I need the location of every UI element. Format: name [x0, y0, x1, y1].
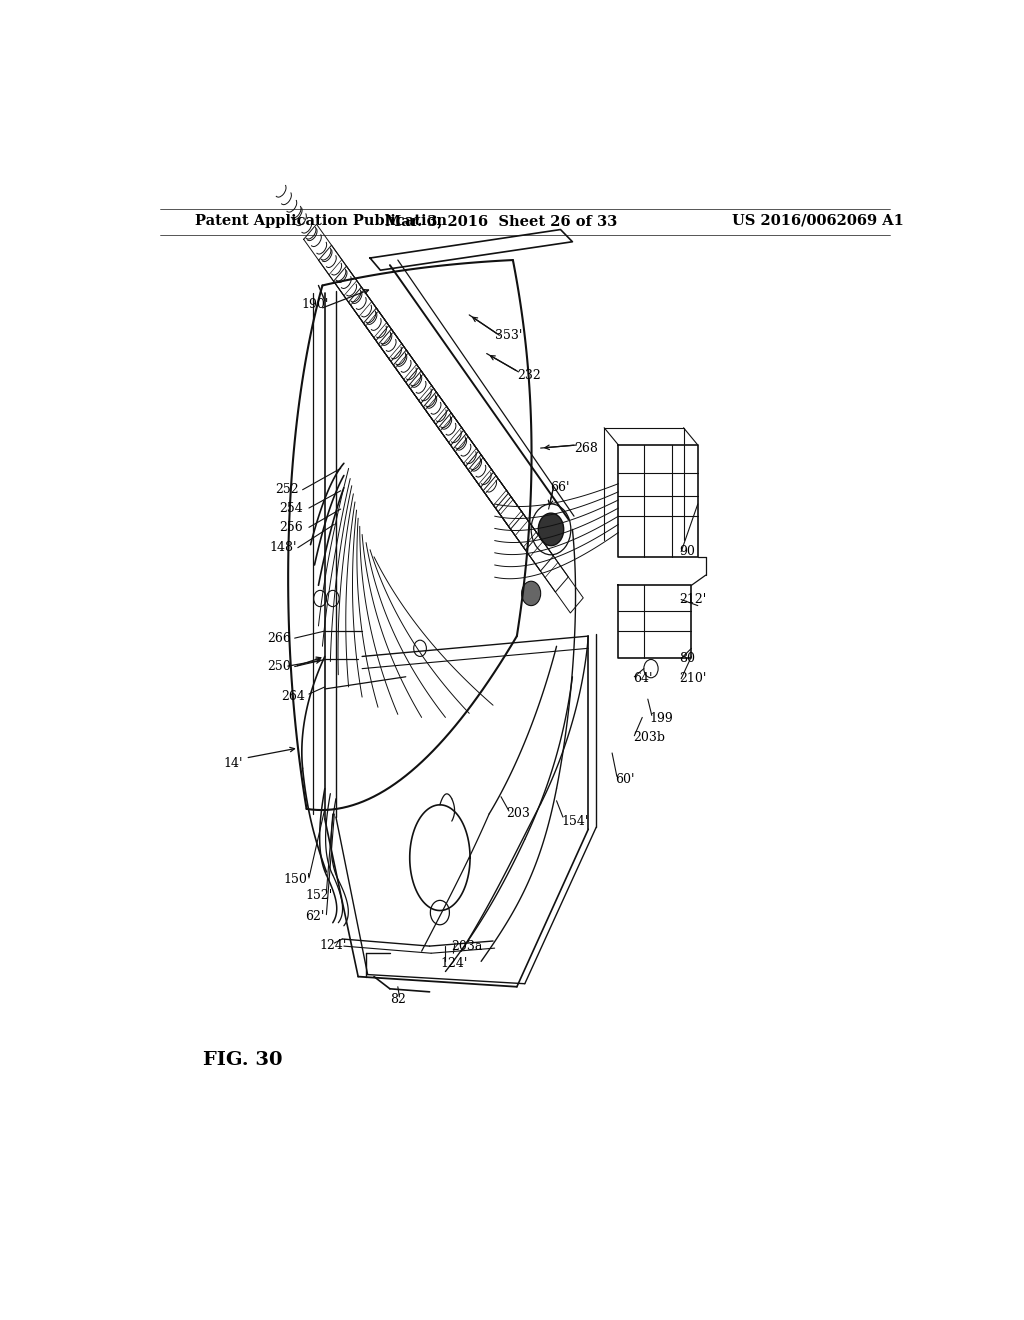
Text: FIG. 30: FIG. 30 [204, 1051, 283, 1069]
Text: 232: 232 [517, 370, 541, 383]
Text: 268: 268 [574, 442, 598, 454]
Text: 203: 203 [506, 808, 529, 821]
Text: 252: 252 [274, 483, 298, 496]
Text: 62': 62' [305, 909, 325, 923]
Text: 90: 90 [680, 545, 695, 558]
Text: 154': 154' [561, 814, 589, 828]
Text: US 2016/0062069 A1: US 2016/0062069 A1 [732, 214, 904, 228]
Circle shape [539, 513, 563, 545]
Text: 256: 256 [280, 521, 303, 533]
Text: 150': 150' [284, 873, 311, 886]
Text: 210': 210' [680, 672, 707, 685]
Text: 64': 64' [633, 672, 652, 685]
Text: 190': 190' [301, 298, 329, 312]
Text: 80: 80 [680, 652, 695, 665]
Text: 266: 266 [267, 632, 291, 644]
Text: 152': 152' [306, 888, 333, 902]
Text: 203a: 203a [451, 940, 482, 953]
Text: 254: 254 [280, 502, 303, 515]
Text: 82: 82 [390, 994, 406, 1006]
Text: Mar. 3, 2016  Sheet 26 of 33: Mar. 3, 2016 Sheet 26 of 33 [385, 214, 617, 228]
Text: 353': 353' [495, 329, 522, 342]
Text: Patent Application Publication: Patent Application Publication [196, 214, 447, 228]
Text: 66': 66' [550, 482, 569, 494]
Text: 212': 212' [680, 593, 707, 606]
Text: 14': 14' [223, 756, 243, 770]
Text: 250: 250 [267, 660, 291, 673]
Text: 124': 124' [440, 957, 468, 970]
Text: 203b: 203b [633, 731, 665, 744]
Text: 148': 148' [269, 541, 297, 554]
Text: 264: 264 [282, 689, 305, 702]
Circle shape [521, 581, 541, 606]
Text: 199: 199 [649, 711, 673, 725]
Text: 124': 124' [319, 939, 347, 952]
Text: 60': 60' [615, 774, 635, 785]
